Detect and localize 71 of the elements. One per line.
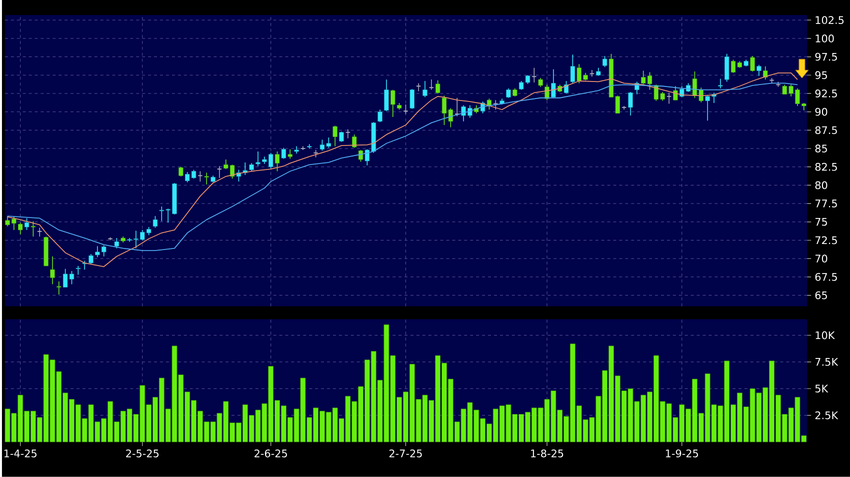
candlestick [756,64,762,76]
candlestick [339,131,344,142]
x-tick-label: 1-9-25 [666,450,698,458]
candlestick [384,79,389,112]
y-tick-label: 92.5 [815,90,837,98]
y-tick-label: 90 [815,108,828,116]
candlestick [274,151,280,172]
y-tick-label: 82.5 [815,162,837,171]
candlestick [30,220,36,238]
candlestick [750,56,755,72]
y-tick-label: 7.5K [815,358,838,366]
x-tick-label: 2-5-25 [126,450,159,458]
candlestick [178,166,184,177]
candlestick [204,172,209,185]
candlestick [281,147,286,160]
candlestick [256,151,260,167]
y-tick-label: 67.5 [815,273,837,281]
candlestick [18,222,23,235]
y-tick-label: 85 [815,144,827,152]
candlestick [198,170,203,182]
x-tick-label: 2-7-25 [389,450,422,458]
candlestick [114,238,120,249]
candlestick [390,89,396,118]
candlestick [345,129,351,139]
x-tick-label: 1-4-25 [4,450,36,458]
y-tick-label: 87.5 [815,126,837,134]
candlestick [436,80,440,94]
y-tick-label: 77.5 [815,200,837,208]
candlestick [718,78,723,89]
x-tick-label: 1-8-25 [531,450,564,458]
y-tick-label: 80 [815,181,828,190]
candlestick [50,256,55,285]
candlestick [506,88,511,98]
candlestick [352,134,357,148]
candlestick [416,82,422,92]
candlestick [724,53,730,82]
y-tick-label: 72.5 [815,236,837,244]
candlestick [493,100,498,110]
y-tick-label: 10K [816,331,835,340]
candlestick [152,216,158,228]
candlestick [332,125,338,147]
y-tick-label: 100 [816,34,834,42]
x-tick-label: 2-6-25 [254,450,287,458]
candlestick [673,86,678,101]
y-tick-label: 70 [815,254,828,263]
candlestick [216,166,222,178]
y-tick-label: 102.5 [816,16,844,24]
candlestick [410,88,414,110]
candlestick [288,148,292,160]
candlestick [628,92,633,116]
y-tick-label: 95 [815,71,827,80]
candlestick [403,104,408,114]
candlestick [378,109,382,123]
candlestick [602,56,608,68]
candlestick [37,227,42,238]
candlestick [428,79,434,90]
candlestick [159,206,164,222]
y-tick-label: 2.5K [815,411,838,420]
candlestick [763,66,768,80]
candlestick [56,280,62,295]
y-tick-label: 97.5 [815,52,837,61]
y-tick-label: 5K [815,384,828,393]
candlestick [24,218,30,230]
candlestick [422,80,428,98]
candlestick [551,68,556,98]
candlestick [666,92,672,104]
y-tick-label: 65 [815,291,827,300]
candlestick [532,67,537,83]
candlestick [589,70,595,78]
y-tick-label: 75 [815,218,827,226]
candlestick [570,54,576,84]
